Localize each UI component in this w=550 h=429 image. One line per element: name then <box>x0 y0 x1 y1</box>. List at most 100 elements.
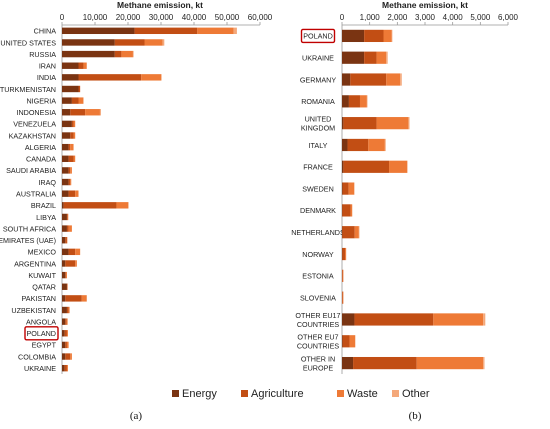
bar-kazakhstan-energy <box>62 132 71 139</box>
bar-algeria-agriculture <box>68 143 71 151</box>
category-label-kuwait: KUWAIT <box>28 271 56 280</box>
bar-estonia-waste <box>342 269 344 282</box>
category-label-france: FRANCE <box>303 163 333 172</box>
category-label-nigeria: NIGERIA <box>26 96 56 105</box>
bar-poland-energy <box>62 330 65 337</box>
bar-italy-waste <box>368 138 385 152</box>
bar-united-states-other <box>162 39 165 46</box>
category-label-ukraine: UKRAINE <box>24 364 56 373</box>
category-label-norway: NORWAY <box>302 250 334 259</box>
bar-united-kingdom-waste <box>376 117 409 130</box>
bar-emirates-uae-energy <box>62 237 66 244</box>
bar-germany-agriculture <box>350 73 387 86</box>
bar-ukraine-agriculture <box>364 51 377 64</box>
bar-italy-energy <box>342 138 348 152</box>
category-label-united-states: UNITED STATES <box>0 38 56 47</box>
category-label-united-kingdom: UNITED <box>305 114 332 123</box>
bar-slovenia-agriculture <box>342 291 343 304</box>
bar-south-africa-waste <box>68 225 72 232</box>
bar-canada-agriculture <box>68 155 74 162</box>
bar-uzbekistan-waste <box>68 306 70 314</box>
bar-mexico-energy <box>62 248 69 256</box>
bar-australia-energy <box>62 190 69 197</box>
bar-united-states-waste <box>144 39 163 46</box>
bar-emirates-uae-agriculture <box>65 237 67 244</box>
bar-angola-energy <box>62 318 66 325</box>
bar-canada-energy <box>62 155 69 162</box>
bar-egypt-agriculture <box>65 341 67 349</box>
legend-label-waste: Waste <box>347 388 378 400</box>
bar-egypt-energy <box>62 341 66 349</box>
category-label-estonia: ESTONIA <box>302 272 334 281</box>
bar-kuwait-waste <box>65 271 67 279</box>
legend-swatch-waste <box>337 390 344 397</box>
bar-russia-agriculture <box>114 50 122 58</box>
bar-canada-waste <box>73 155 76 162</box>
legend-swatch-agriculture <box>241 390 248 397</box>
bar-iraq-agriculture <box>68 178 71 186</box>
bar-other-in-europe-agriculture <box>353 356 417 370</box>
bar-colombia-agriculture <box>65 353 71 360</box>
bar-romania-agriculture <box>348 95 360 108</box>
legend: Energy Agriculture Waste Other <box>172 388 430 400</box>
bar-pakistan-energy <box>62 295 66 302</box>
panel-b-chart: Methane emission, kt 0 1,000 2,000 3,000 4,0… <box>291 0 519 374</box>
bar-china-energy <box>62 27 135 35</box>
category-label-venezuela: VENEZUELA <box>13 120 56 129</box>
bar-norway-waste <box>345 247 347 261</box>
bar-ukraine-other <box>386 51 388 64</box>
category-label-poland: POLAND <box>303 32 333 41</box>
bar-ukraine-agriculture <box>64 364 67 372</box>
bar-south-africa-agriculture <box>66 225 69 232</box>
bar-colombia-waste <box>70 353 72 360</box>
bar-brazil-agriculture <box>63 202 117 209</box>
bar-india-waste <box>141 74 161 81</box>
bar-italy-agriculture <box>347 138 369 152</box>
category-label-slovenia: SLOVENIA <box>300 293 336 302</box>
bar-saudi-arabia-waste <box>70 167 72 174</box>
bar-germany-energy <box>342 73 351 86</box>
category-label-other-eu17-countries: COUNTRIES <box>297 320 340 329</box>
x-tick-label: 10,000 <box>83 13 108 22</box>
bar-other-eu17-countries-other <box>483 313 486 326</box>
x-tick-label: 20,000 <box>116 13 141 22</box>
bar-sweden-agriculture <box>342 182 349 195</box>
bar-indonesia-agriculture <box>70 109 86 116</box>
x-tick-label: 2,000 <box>387 13 408 22</box>
bar-algeria-energy <box>62 143 69 151</box>
bar-kazakhstan-waste <box>73 132 76 139</box>
bar-france-agriculture <box>343 160 390 173</box>
bar-angola-agriculture <box>65 318 67 325</box>
panel-a-x-ticks: 0 10,000 20,000 30,000 40,000 50,000 60,000 <box>60 13 273 374</box>
bar-other-eu7-countries-energy <box>342 335 343 348</box>
bar-pakistan-agriculture <box>65 295 82 302</box>
bar-slovenia-waste <box>342 291 344 304</box>
bar-ukraine-energy <box>342 51 365 64</box>
category-label-poland: POLAND <box>26 329 56 338</box>
bar-libya-energy <box>62 213 67 221</box>
bar-united-kingdom-agriculture <box>343 117 377 130</box>
panel-b-bars <box>342 29 486 370</box>
bar-poland-energy <box>342 29 365 43</box>
bar-egypt-waste <box>66 341 69 349</box>
panel-b-category-labels: POLAND UKRAINE GERMANY ROMANIA UNITEDKINGDOM… <box>291 28 345 372</box>
bar-iraq-waste <box>70 178 72 186</box>
bar-angola-waste <box>66 318 68 325</box>
category-label-saudi-arabia: SAUDI ARABIA <box>6 166 56 175</box>
bar-nigeria-energy <box>62 97 72 104</box>
category-label-colombia: COLOMBIA <box>18 352 56 361</box>
category-label-russia: RUSSIA <box>29 50 56 59</box>
bar-sweden-energy <box>342 182 343 195</box>
bar-united-states-energy <box>62 39 115 46</box>
category-label-denmark: DENMARK <box>300 206 336 215</box>
bar-denmark-agriculture <box>342 204 351 217</box>
bar-ukraine-waste <box>66 364 68 372</box>
bar-norway-agriculture <box>342 247 346 261</box>
bar-ukraine-energy <box>62 364 65 372</box>
bar-poland-waste <box>383 29 392 43</box>
bar-saudi-arabia-agriculture <box>68 167 71 174</box>
x-tick-label: 0 <box>60 13 65 22</box>
bar-australia-agriculture <box>68 190 76 197</box>
bar-united-kingdom-energy <box>342 117 344 130</box>
